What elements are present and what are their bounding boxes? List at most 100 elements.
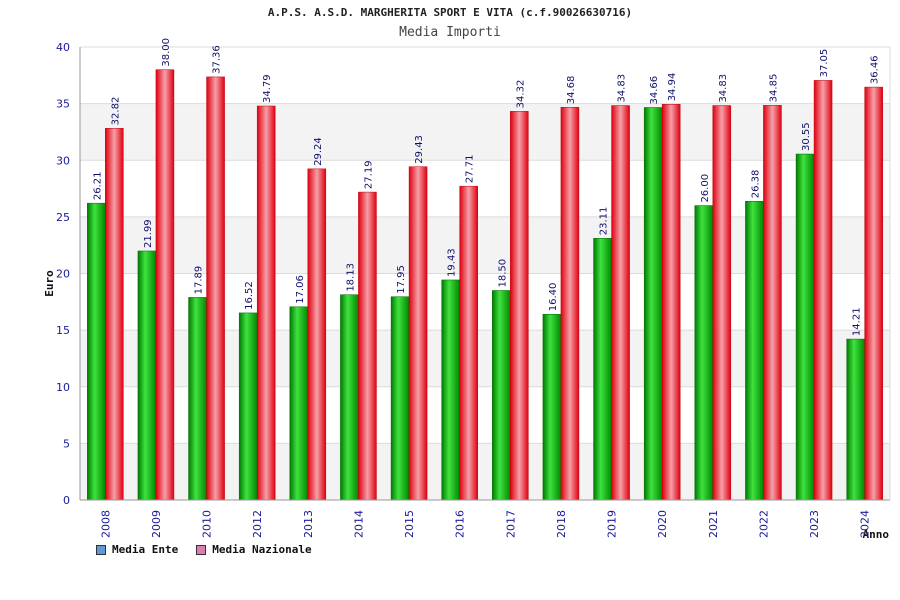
y-tick-label: 30 <box>56 154 70 167</box>
bar-media-ente <box>745 200 764 501</box>
x-tick-label: 2023 <box>808 510 821 538</box>
data-label-media-nazionale: 36.46 <box>870 55 881 84</box>
data-label-media-nazionale: 34.68 <box>566 76 577 105</box>
y-tick-label: 25 <box>56 211 70 224</box>
legend-label-media-nazionale: Media Nazionale <box>212 543 312 556</box>
y-tick-label: 0 <box>63 494 70 507</box>
x-tick-label: 2022 <box>757 510 770 538</box>
data-label-media-nazionale: 29.24 <box>313 137 324 166</box>
data-label-media-ente: 26.38 <box>750 170 761 199</box>
data-label-media-nazionale: 27.19 <box>363 160 374 189</box>
x-tick-label: 2012 <box>251 510 264 538</box>
bar-media-nazionale <box>813 80 833 501</box>
bar-media-ente <box>441 279 460 501</box>
legend-swatch-media-nazionale <box>196 544 207 555</box>
data-label-media-ente: 18.13 <box>345 263 356 292</box>
x-axis-label: Anno <box>863 528 890 541</box>
bar-media-nazionale <box>611 105 630 501</box>
data-label-media-nazionale: 34.83 <box>718 74 729 103</box>
data-label-media-ente: 19.43 <box>447 248 458 277</box>
bar-media-nazionale <box>155 69 175 501</box>
y-tick-label: 20 <box>56 268 70 281</box>
bar-media-ente <box>238 312 258 501</box>
data-label-media-nazionale: 37.05 <box>819 49 830 78</box>
legend: Media Ente Media Nazionale <box>96 543 312 556</box>
bar-media-nazionale <box>560 106 580 501</box>
bar-media-nazionale <box>712 105 732 501</box>
x-tick-label: 2008 <box>99 510 112 538</box>
bar-media-ente <box>795 153 815 501</box>
bar-media-nazionale <box>510 111 529 501</box>
data-label-media-ente: 30.55 <box>801 122 812 151</box>
bar-media-nazionale <box>206 76 225 501</box>
bar-media-nazionale <box>307 168 327 501</box>
bar-media-ente <box>390 296 410 501</box>
bars-group: 26.21 32.82 21.99 38.00 17.89 37.36 16.52 34.79… <box>87 38 883 501</box>
data-label-media-ente: 16.52 <box>244 281 255 310</box>
data-label-media-nazionale: 27.71 <box>465 155 476 184</box>
legend-label-media-ente: Media Ente <box>112 543 179 556</box>
bar-media-ente <box>137 250 157 501</box>
data-label-media-ente: 14.21 <box>852 307 863 336</box>
data-label-media-ente: 16.40 <box>548 283 559 312</box>
x-tick-label: 2017 <box>504 510 517 538</box>
data-label-media-nazionale: 34.94 <box>667 73 678 102</box>
legend-item-media-nazionale[interactable]: Media Nazionale <box>196 543 312 556</box>
legend-item-media-ente[interactable]: Media Ente <box>96 543 178 556</box>
bar-media-ente <box>188 297 207 501</box>
data-label-media-ente: 23.11 <box>599 207 610 236</box>
bar-media-nazionale <box>864 86 883 501</box>
y-tick-label: 15 <box>56 324 70 337</box>
legend-swatch-media-ente <box>96 544 106 555</box>
data-label-media-nazionale: 29.43 <box>414 135 425 164</box>
x-tick-label: 2019 <box>606 510 619 538</box>
data-label-media-ente: 21.99 <box>143 219 154 248</box>
chart-subtitle: Media Importi <box>399 25 501 40</box>
bar-media-ente <box>492 290 511 501</box>
x-tick-label: 2016 <box>454 510 467 538</box>
y-tick-label: 40 <box>56 41 70 54</box>
bar-media-ente <box>289 306 309 501</box>
bar-media-ente <box>87 202 106 501</box>
data-label-media-nazionale: 32.82 <box>110 97 121 126</box>
bar-media-ente <box>593 238 612 501</box>
data-label-media-nazionale: 38.00 <box>161 38 172 67</box>
data-label-media-ente: 17.89 <box>194 266 205 295</box>
x-tick-label: 2018 <box>555 510 568 538</box>
bar-media-nazionale <box>763 105 782 501</box>
bar-media-ente <box>846 338 865 501</box>
bar-media-nazionale <box>459 185 478 501</box>
data-label-media-nazionale: 34.32 <box>515 80 526 109</box>
data-label-media-ente: 17.06 <box>295 275 306 304</box>
y-tick-label: 10 <box>56 381 70 394</box>
bar-media-nazionale <box>105 128 124 501</box>
x-tick-label: 2020 <box>656 510 669 538</box>
data-label-media-nazionale: 34.79 <box>262 74 273 103</box>
data-label-media-nazionale: 37.36 <box>212 45 223 74</box>
y-axis-label: Euro <box>43 270 56 297</box>
data-label-media-ente: 18.50 <box>497 259 508 288</box>
x-tick-label: 2024 <box>859 510 872 538</box>
x-tick-label: 2009 <box>150 510 163 538</box>
data-label-media-nazionale: 34.83 <box>617 74 628 103</box>
data-label-media-ente: 26.21 <box>92 172 103 201</box>
bar-media-ente <box>542 314 562 501</box>
bar-media-nazionale <box>661 104 681 501</box>
bar-media-ente <box>694 205 714 501</box>
bar-media-nazionale <box>408 166 428 501</box>
bar-media-nazionale <box>256 105 276 501</box>
x-tick-label: 2015 <box>403 510 416 538</box>
x-tick-label: 2021 <box>707 510 720 538</box>
data-label-media-ente: 34.66 <box>649 76 660 105</box>
bar-media-ente <box>643 107 663 501</box>
x-tick-label: 2010 <box>201 510 214 538</box>
data-label-media-nazionale: 34.85 <box>768 74 779 103</box>
x-tick-label: 2013 <box>302 510 315 538</box>
bar-media-ente <box>340 294 359 501</box>
chart-title: A.P.S. A.S.D. MARGHERITA SPORT E VITA (c… <box>267 6 633 19</box>
y-tick-label: 35 <box>56 98 70 111</box>
axes-group: 0 5 10 15 20 25 30 35 40 Euro Anno 2008 2009 2010 2012… <box>43 41 891 541</box>
bar-media-nazionale <box>358 191 377 501</box>
data-label-media-ente: 17.95 <box>396 265 407 294</box>
